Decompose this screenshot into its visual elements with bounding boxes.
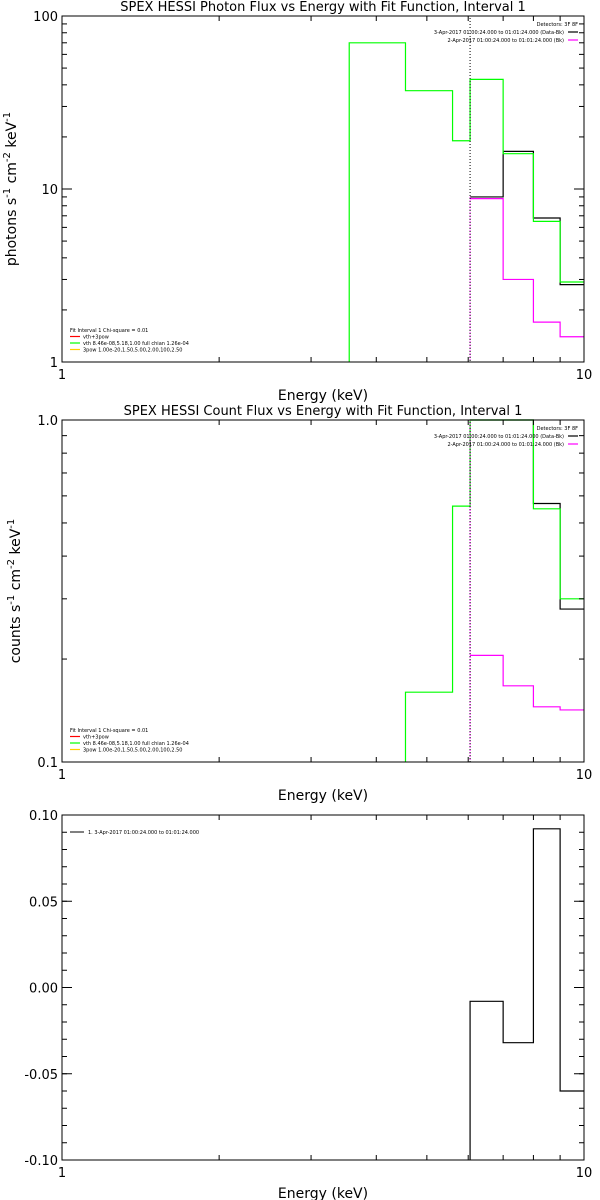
fit-legend-entry: Fit Interval 1 Chi-square = 0.01 [70,328,148,334]
chart-title: SPEX HESSI Photon Flux vs Energy with Fi… [120,0,526,15]
y-axis-label-part: -1 [2,112,13,122]
fit-legend-entry: 3pow 1.00e-20,1.50,5.00,2.00,100,2.50 [83,348,183,354]
legend-entry: 2-Apr-2017 01:00:24.000 to 01:01:24.000 … [447,442,564,448]
plot-frame [61,15,585,363]
fit-legend-entry: vth 8.46e-08,5.18,1.00 full chian 1.26e-… [83,741,189,747]
y-axis-label-part: photons s [4,198,20,266]
x-axis-label: Energy (keV) [278,1186,368,1200]
x-tick-label: 10 [576,368,593,383]
fit-legend-entry: vth 8.46e-08,5.18,1.00 full chian 1.26e-… [83,341,189,347]
y-axis-label-part: keV [8,528,24,559]
chart-title: SPEX HESSI Count Flux vs Energy with Fit… [124,404,523,419]
legend-detectors: Detectors: 3F 8F [537,426,578,432]
y-axis-label-part: -1 [6,595,17,605]
x-tick-label: 10 [576,768,593,783]
legend-entry: 3-Apr-2017 01:00:24.000 to 01:01:24.000 … [434,434,564,440]
x-tick-label: 1 [58,768,66,783]
y-axis-label-part: -2 [2,152,13,162]
y-axis-label-part: cm [4,162,20,188]
fit-legend-entry: vth+3pow [83,335,109,341]
x-axis-label: Energy (keV) [278,788,368,804]
series-residuals [469,828,584,1160]
series-bk [470,654,584,711]
series-vth-3pow [404,419,584,762]
fit-legend-entry: vth+3pow [83,735,109,741]
y-axis-label: photons s-1 cm-2 keV-1 [2,112,20,266]
fit-legend-entry: 3pow 1.00e-20,1.50,5.00,2.00,100,2.50 [83,748,183,754]
x-tick-label: 10 [576,1166,593,1181]
y-tick-label: 100 [33,10,58,25]
series-data-bk [470,419,584,610]
y-axis-label-part: cm [8,569,24,595]
series-bk [470,198,584,338]
y-axis-label-part: counts s [8,605,24,664]
y-tick-label: -0.05 [24,1068,58,1083]
x-axis-label: Energy (keV) [278,388,368,404]
y-axis-label-part: -1 [6,519,17,529]
x-tick-label: 1 [58,368,66,383]
y-tick-label: 0.05 [29,895,58,910]
y-tick-label: 0.00 [29,982,58,997]
y-axis-label-part: -1 [2,188,13,198]
series-data-bk [470,150,584,286]
y-axis-label-part: keV [4,121,20,152]
chart-panel-1: SPEX HESSI Photon Flux vs Energy with Fi… [2,0,592,404]
y-tick-label: 10 [41,183,58,198]
y-tick-label: 0.10 [29,809,58,824]
chart-panel-2: SPEX HESSI Count Flux vs Energy with Fit… [6,404,592,804]
y-axis-label: counts s-1 cm-2 keV-1 [6,519,24,664]
legend-entry: 1. 3-Apr-2017 01:00:24.000 to 01:01:24.0… [88,830,199,836]
y-axis-label-part: -2 [6,559,17,569]
fit-legend-entry: Fit Interval 1 Chi-square = 0.01 [70,728,148,734]
legend-entry: 2-Apr-2017 01:00:24.000 to 01:01:24.000 … [447,38,564,44]
legend-entry: 3-Apr-2017 01:00:24.000 to 01:01:24.000 … [434,30,564,36]
chart-panel-3: 1 10 -0.10 -0.05 0.00 0.05 0.10 Energy (keV) 1. … [24,809,592,1200]
y-tick-label: 1 [50,356,58,371]
plot-frame [61,814,585,1161]
legend-detectors: Detectors: 3F 8F [537,22,578,28]
plot-frame [61,419,585,763]
y-tick-label: -0.10 [24,1154,58,1169]
y-tick-label: 0.1 [37,756,58,771]
y-tick-label: 1.0 [37,414,58,429]
x-tick-label: 1 [58,1166,66,1181]
series-vth-3pow [348,42,584,362]
